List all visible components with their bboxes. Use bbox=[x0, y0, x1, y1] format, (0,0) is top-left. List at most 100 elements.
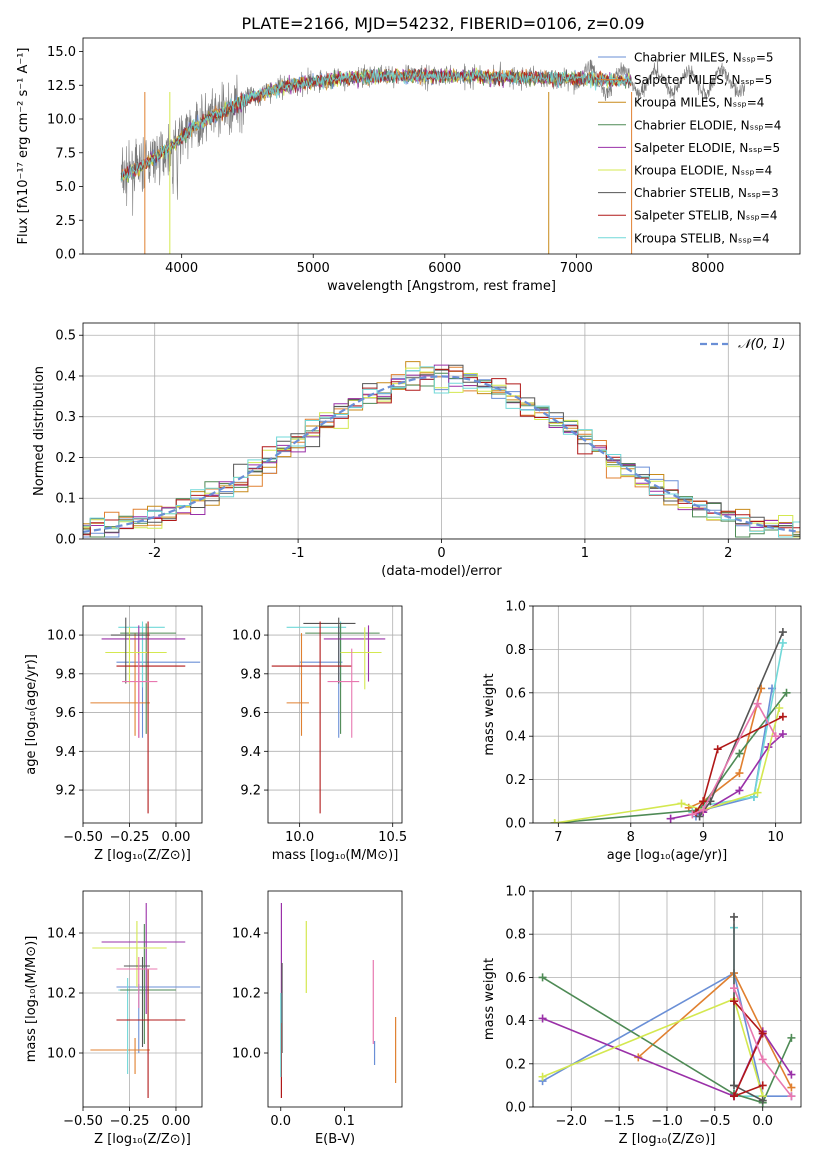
weight-marker bbox=[782, 688, 791, 697]
weight-marker bbox=[538, 1072, 547, 1081]
y-tick-label: 0.0 bbox=[55, 533, 76, 548]
weight-marker bbox=[695, 812, 704, 821]
weight-line bbox=[692, 701, 777, 816]
x-tick-label: 0.00 bbox=[161, 830, 190, 845]
x-tick-label: 4000 bbox=[165, 261, 198, 276]
y-tick-label: 9.8 bbox=[55, 667, 76, 682]
x-tick-label: 2 bbox=[724, 546, 732, 561]
axes-frame bbox=[82, 890, 203, 1108]
y-tick-label: 10.0 bbox=[232, 1047, 261, 1062]
axes-frame bbox=[82, 322, 801, 540]
weight-marker bbox=[688, 810, 697, 819]
y-tick-label: 9.4 bbox=[240, 745, 261, 760]
x-tick-label: 0.0 bbox=[752, 1114, 773, 1129]
x-axis-label: wavelength [Angstrom, rest frame] bbox=[327, 279, 556, 294]
panel-mass_vs_Z: −0.50 −0.25 0.00 10.0 10.2 10.4 Z [log₁₀(Z/Z⊙)… bbox=[24, 890, 203, 1147]
x-tick-label: −0.25 bbox=[110, 830, 150, 845]
weight-marker bbox=[787, 1083, 796, 1092]
plot-area bbox=[533, 891, 801, 1107]
weight-marker bbox=[538, 1014, 547, 1023]
x-axis-label: E(B-V) bbox=[315, 1132, 355, 1147]
histogram-salpeter-elodie bbox=[83, 364, 800, 538]
x-tick-label: 5000 bbox=[297, 261, 330, 276]
axes-frame bbox=[82, 605, 203, 824]
x-axis-label: Z [log₁₀(Z/Z⊙)] bbox=[94, 1132, 191, 1147]
x-tick-label: -1 bbox=[292, 546, 305, 561]
y-tick-label: 9.6 bbox=[55, 706, 76, 721]
weight-marker bbox=[699, 797, 708, 806]
y-tick-label: 1.0 bbox=[505, 885, 526, 900]
panel-mass_vs_EBV: 0.0 0.1 10.0 10.2 10.4 E(B-V) bbox=[232, 890, 403, 1147]
y-axis-label: Flux [fλ10⁻¹⁷ erg cm⁻² s⁻¹ A⁻¹] bbox=[16, 48, 31, 245]
weight-line bbox=[542, 976, 793, 1104]
x-axis-label: Z [log₁₀(Z/Z⊙)] bbox=[619, 1132, 716, 1147]
legend-entry: Chabrier ELODIE, Nₛₛₚ=4 bbox=[634, 118, 781, 132]
x-axis-label: (data-model)/error bbox=[381, 564, 502, 579]
histogram-chabrier-stelib bbox=[83, 364, 800, 537]
y-tick-label: 0.5 bbox=[55, 329, 76, 344]
y-tick-label: 9.4 bbox=[55, 745, 76, 760]
weight-marker bbox=[550, 819, 559, 823]
y-tick-label: 15.0 bbox=[47, 45, 76, 60]
x-tick-label: 10.5 bbox=[378, 830, 407, 845]
weight-marker bbox=[730, 1092, 738, 1101]
weight-marker bbox=[787, 1070, 796, 1079]
weight-marker bbox=[753, 699, 762, 708]
legend-entry: Kroupa ELODIE, Nₛₛₚ=4 bbox=[634, 164, 772, 178]
x-tick-label: 6000 bbox=[428, 261, 461, 276]
panel-spectrum: 4000 5000 6000 7000 8000 0.0 2.5 5.0 7.5 10.0 12.5… bbox=[16, 37, 801, 294]
weight-marker bbox=[730, 912, 738, 921]
normal-curve bbox=[83, 375, 800, 533]
plot-area bbox=[83, 323, 800, 539]
weight-marker bbox=[787, 1092, 796, 1101]
legend-entry: Chabrier MILES, Nₛₛₚ=5 bbox=[634, 51, 774, 65]
y-tick-label: 10.0 bbox=[47, 1047, 76, 1062]
y-tick-label: 0.4 bbox=[505, 1014, 526, 1029]
y-axis-label: mass weight bbox=[482, 673, 497, 755]
x-tick-label: 0.00 bbox=[161, 1114, 190, 1129]
x-tick-label: 7000 bbox=[560, 261, 593, 276]
model-spectrum-kroupa-stelib bbox=[120, 69, 632, 182]
weight-marker bbox=[735, 769, 744, 778]
weight-marker bbox=[758, 1081, 767, 1090]
y-tick-label: 2.5 bbox=[55, 214, 76, 229]
weight-marker bbox=[753, 788, 762, 797]
panel-residuals: -2 -1 0 1 2 0.0 0.1 0.2 0.3 0.4 0.5 (data-model)/er… bbox=[32, 322, 801, 579]
x-axis-label: age [log₁₀(age/yr)] bbox=[607, 848, 728, 863]
panel-age_vs_mass: 10.0 10.5 9.2 9.4 9.6 9.8 10.0 mass [log₁₀(M/M⊙… bbox=[232, 605, 407, 863]
y-tick-label: 0.0 bbox=[505, 817, 526, 832]
x-tick-label: 0.1 bbox=[334, 1114, 355, 1129]
plot-area bbox=[280, 903, 397, 1098]
y-tick-label: 9.6 bbox=[240, 706, 261, 721]
x-tick-label: −1.0 bbox=[651, 1114, 683, 1129]
weight-marker bbox=[758, 1096, 767, 1105]
x-tick-label: 0.0 bbox=[270, 1114, 291, 1129]
y-tick-label: 10.4 bbox=[232, 927, 261, 942]
weight-marker bbox=[666, 814, 675, 823]
x-tick-label: −0.25 bbox=[110, 1114, 150, 1129]
weight-marker bbox=[538, 973, 547, 982]
y-tick-label: 0.8 bbox=[505, 928, 526, 943]
weight-marker bbox=[677, 799, 686, 808]
legend: 𝒩(0, 1) bbox=[700, 337, 785, 352]
y-tick-label: 9.2 bbox=[240, 784, 261, 799]
x-tick-label: 10.0 bbox=[285, 830, 314, 845]
weight-line bbox=[733, 916, 764, 1102]
x-tick-label: 10 bbox=[767, 830, 784, 845]
legend: Chabrier MILES, Nₛₛₚ=5 Salpeter MILES, Nₛ… bbox=[598, 51, 781, 245]
y-tick-label: 10.2 bbox=[232, 987, 261, 1002]
y-tick-label: 12.5 bbox=[47, 79, 76, 94]
x-tick-label: -2 bbox=[148, 546, 161, 561]
weight-line bbox=[695, 715, 784, 813]
weight-line bbox=[732, 1000, 764, 1098]
plot-area bbox=[268, 606, 402, 823]
legend-entry: Salpeter ELODIE, Nₛₛₚ=5 bbox=[634, 141, 780, 155]
weight-marker bbox=[775, 703, 784, 712]
figure-title: PLATE=2166, MJD=54232, FIBERID=0106, z=0… bbox=[241, 14, 644, 33]
weight-marker bbox=[730, 984, 738, 993]
plot-area bbox=[83, 606, 202, 823]
y-tick-label: 0.0 bbox=[505, 1101, 526, 1116]
weight-line bbox=[542, 971, 792, 1097]
legend-entry: 𝒩(0, 1) bbox=[738, 337, 785, 352]
